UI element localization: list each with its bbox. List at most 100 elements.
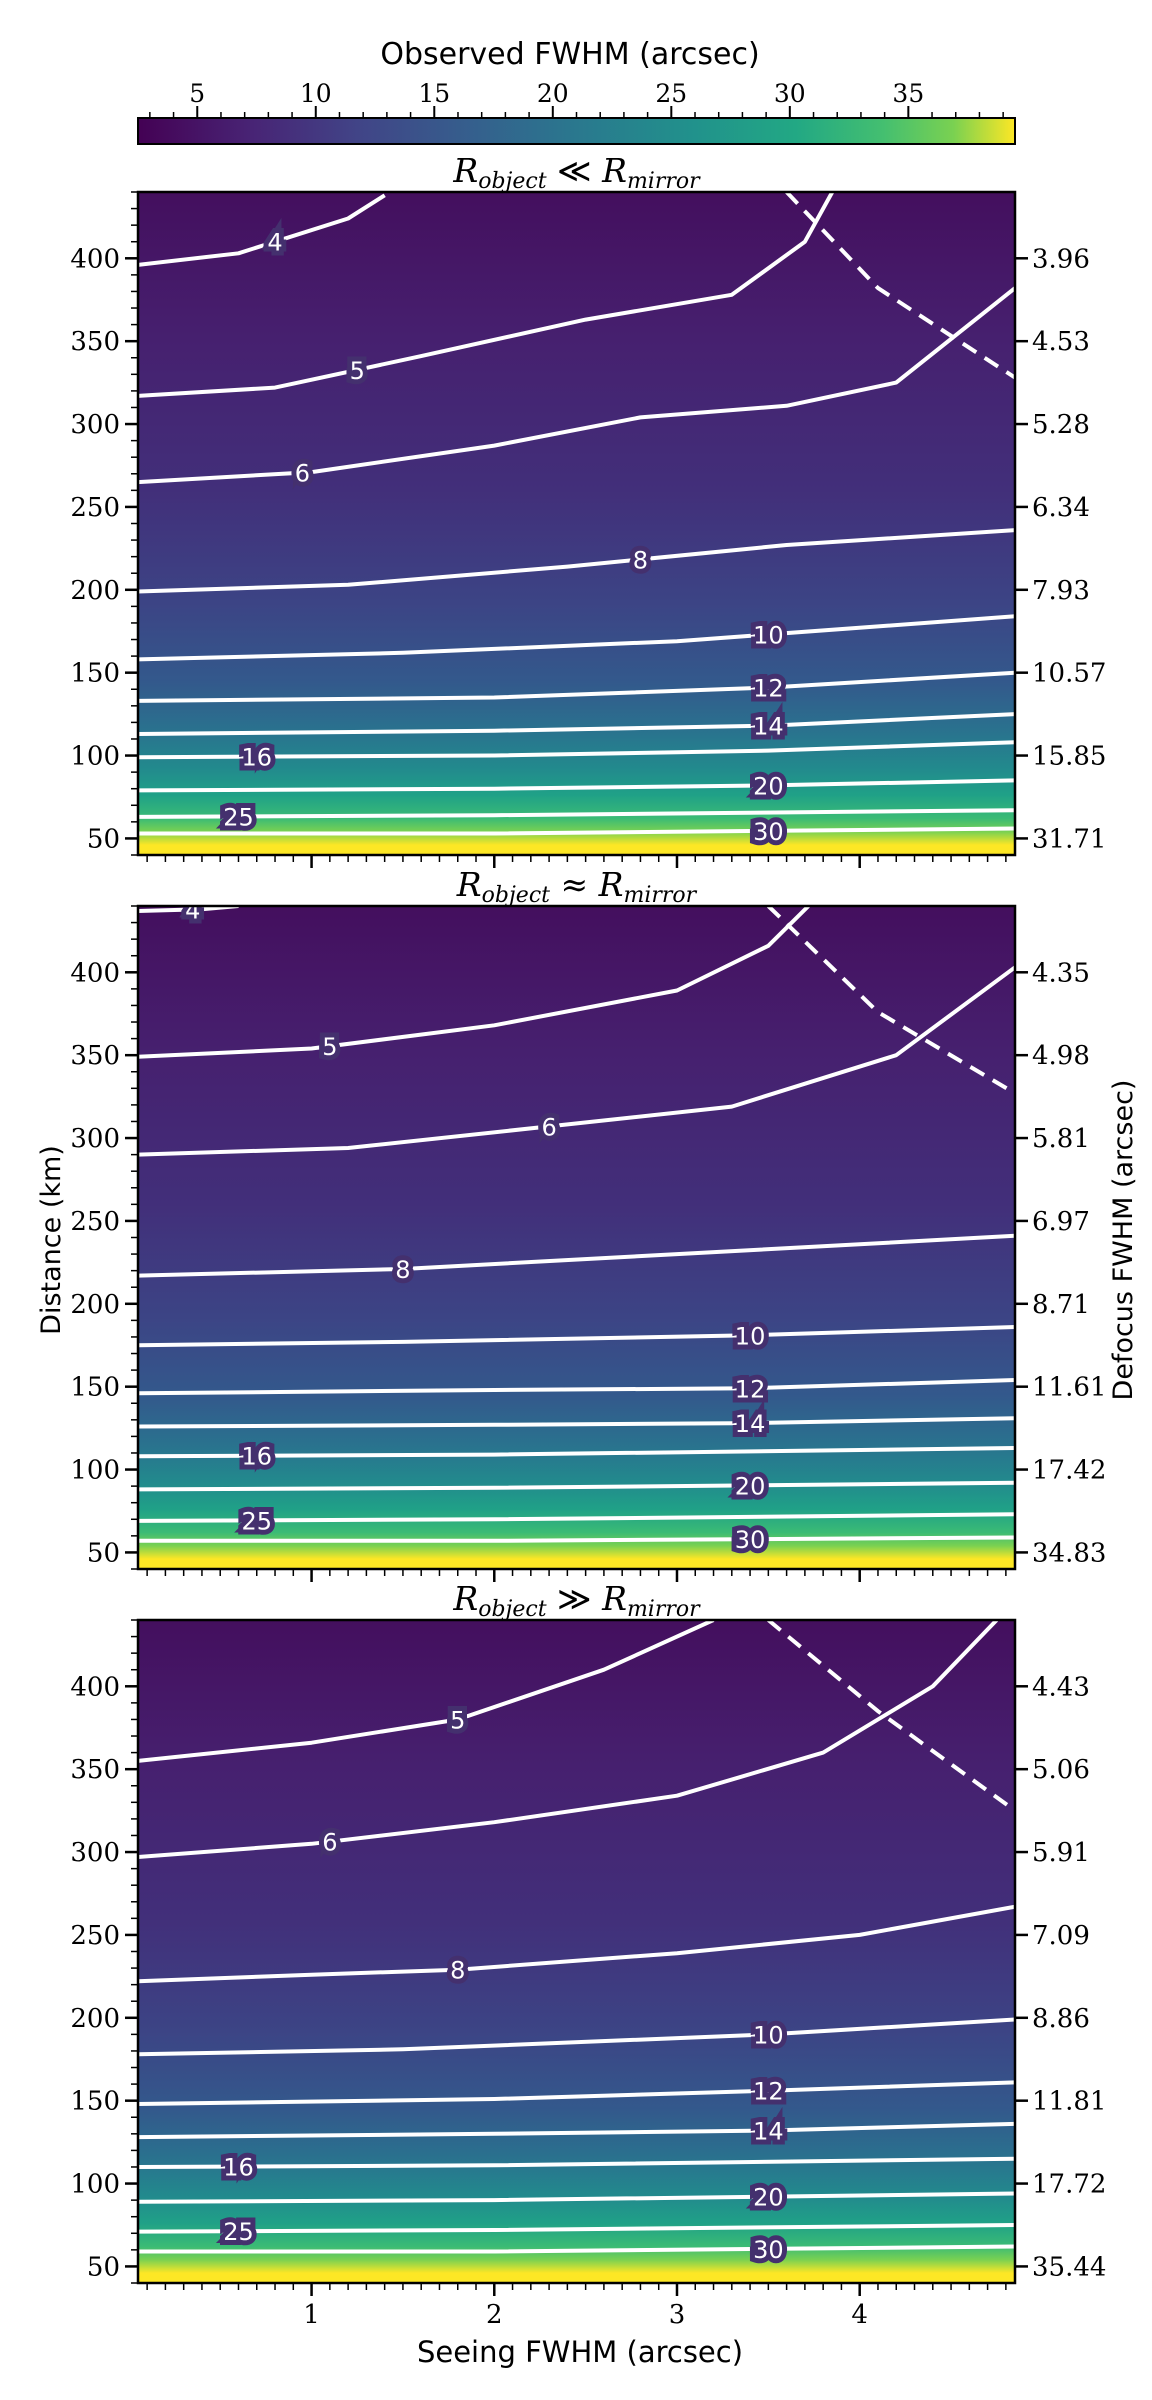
contour-label: 6: [322, 1829, 337, 1857]
colorbar-tick-label: 30: [774, 79, 806, 108]
y-tick-label: 200: [70, 576, 120, 606]
contour-line: [138, 808, 1015, 819]
y-tick-label: 350: [70, 1755, 120, 1785]
contour-label: 4: [185, 897, 200, 925]
right-tick-label: 35.44: [1032, 2252, 1106, 2282]
contour-line: [138, 193, 386, 267]
contour-label: 5: [322, 1033, 337, 1061]
y-tick-label: 350: [70, 327, 120, 357]
contour-label: 8: [450, 1957, 465, 1985]
contour-label: 30: [753, 2236, 784, 2264]
contour-label: 10: [735, 1322, 766, 1350]
y-tick-label: 250: [70, 1921, 120, 1951]
contour-label: 8: [633, 546, 648, 574]
contour-label: 20: [753, 2184, 784, 2212]
contours: 4 5 6 8 10 12 14 16 20 25 30: [138, 897, 1015, 1559]
contour-label: 16: [241, 744, 272, 772]
x-tick-label: 1: [303, 2300, 320, 2330]
contours: 4 5 6 8 10 12 14 16 20 25 30: [138, 192, 1015, 851]
contour-line: [138, 1325, 1015, 1348]
contour-line: [138, 906, 810, 1059]
contour-label: 6: [541, 1113, 556, 1141]
contour-line: [138, 1535, 1015, 1543]
panel-1: Robject ≪ Rmirror 4 5 6 8 10 12 14 16 20 25 30 50 100…: [70, 151, 1106, 868]
contour-line: [138, 778, 1015, 793]
y-tick-label: 50: [87, 2252, 120, 2282]
right-tick-label: 5.06: [1032, 1755, 1090, 1785]
right-tick-label: 15.85: [1032, 742, 1106, 772]
colorbar-gradient: [137, 117, 1016, 145]
heatmap-field: [138, 192, 1015, 855]
contour-label: 25: [223, 803, 254, 831]
y-tick-label: 200: [70, 2004, 120, 2034]
right-tick-label: 17.72: [1032, 2170, 1106, 2200]
contour-line: [138, 1620, 999, 1859]
contour-label: 14: [735, 1410, 766, 1438]
x-tick-label: 4: [851, 2300, 868, 2330]
seeing-limit-dashed-line: [767, 1620, 1015, 1813]
contour-label: 10: [753, 2021, 784, 2049]
x-tick-label: 2: [486, 2300, 503, 2330]
y-tick-label: 350: [70, 1041, 120, 1071]
colorbar-tick-label: 20: [537, 79, 569, 108]
right-tick-label: 4.98: [1032, 1041, 1090, 1071]
panel-title: Robject ≈ Rmirror: [456, 865, 698, 908]
right-tick-label: 7.93: [1032, 576, 1090, 606]
heatmap-field: [138, 906, 1015, 1569]
contour-line: [138, 1620, 715, 1763]
contour-line: [138, 1416, 1015, 1429]
right-tick-label: 5.28: [1032, 410, 1090, 440]
contour-line: [138, 1904, 1015, 1984]
contour-line: [138, 1480, 1015, 1492]
contour-label: 14: [753, 2118, 784, 2146]
contour-label: 14: [753, 713, 784, 741]
contour-label: 6: [295, 460, 310, 488]
right-tick-label: 4.53: [1032, 327, 1090, 357]
contour-label: 30: [735, 1526, 766, 1554]
contour-label: 20: [753, 772, 784, 800]
contour-line: [138, 712, 1015, 736]
contour-label: 25: [241, 1507, 272, 1535]
contour-line: [138, 2244, 1015, 2254]
y-tick-label: 100: [70, 1456, 120, 1486]
colorbar: 5 10 15 20 25 30 35: [137, 79, 1016, 145]
contour-line: [138, 2017, 1015, 2057]
colorbar-label: Observed FWHM (arcsec): [380, 37, 759, 72]
contour-line: [138, 740, 1015, 760]
contour-line: [138, 528, 1015, 594]
right-tick-label: 5.81: [1032, 1124, 1090, 1154]
right-tick-label: 6.34: [1032, 493, 1090, 523]
y-tick-label: 250: [70, 493, 120, 523]
contour-line: [138, 1446, 1015, 1459]
y-tick-label: 400: [70, 958, 120, 988]
contour-label: 5: [350, 357, 365, 385]
panel-title: Robject ≪ Rmirror: [452, 151, 701, 194]
y-tick-label: 300: [70, 1124, 120, 1154]
right-tick-label: 10.57: [1032, 659, 1106, 689]
heatmap-field: [138, 1620, 1015, 2283]
colorbar-tick-label: 35: [892, 79, 924, 108]
contour-label: 5: [450, 1706, 465, 1734]
contour-line: [138, 1233, 1015, 1278]
panels: Robject ≪ Rmirror45681012141620253050100…: [70, 151, 1106, 2330]
right-tick-label: 31.71: [1032, 824, 1106, 854]
right-tick-label: 11.61: [1032, 1373, 1106, 1403]
contour-label: 8: [395, 1256, 410, 1284]
y-axis-label: Distance (km): [36, 1145, 67, 1335]
contour-line: [138, 2156, 1015, 2169]
y-tick-label: 50: [87, 824, 120, 854]
y-tick-label: 150: [70, 1373, 120, 1403]
contour-label: 20: [735, 1472, 766, 1500]
y-axis-label-right: Defocus FWHM (arcsec): [1108, 1080, 1139, 1401]
contour-label: 25: [223, 2218, 254, 2246]
y-tick-label: 200: [70, 1290, 120, 1320]
contour-label: 10: [753, 621, 784, 649]
y-tick-label: 250: [70, 1207, 120, 1237]
contour-label: 4: [267, 229, 282, 257]
contour-line: [138, 670, 1015, 703]
panel-title: Robject ≫ Rmirror: [452, 1579, 701, 1622]
y-tick-label: 300: [70, 1838, 120, 1868]
y-tick-label: 150: [70, 2087, 120, 2117]
contour-line: [138, 965, 1015, 1157]
contours: 5 6 8 10 12 14 16 20 25 30: [138, 1620, 1015, 2269]
